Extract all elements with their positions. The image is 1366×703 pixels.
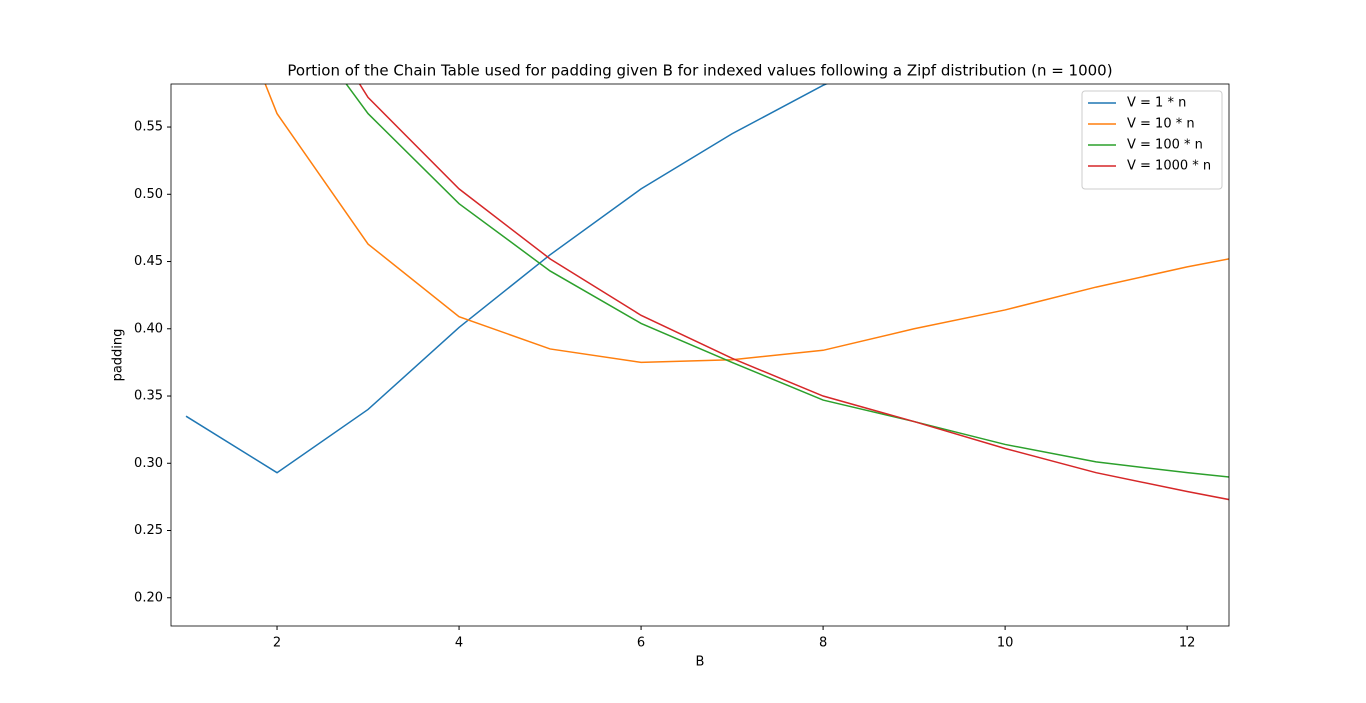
y-tick-label: 0.25 xyxy=(134,523,163,538)
y-tick-label: 0.30 xyxy=(134,456,163,471)
legend-label: V = 10 * n xyxy=(1127,117,1195,132)
chart-title: Portion of the Chain Table used for padd… xyxy=(287,62,1112,80)
series-line xyxy=(264,84,1229,364)
series-line xyxy=(358,84,1229,501)
series-line xyxy=(185,84,829,474)
y-tick-label: 0.50 xyxy=(134,187,163,202)
x-tick-label: 4 xyxy=(455,636,463,651)
legend-label: V = 100 * n xyxy=(1127,138,1203,153)
y-tick-label: 0.55 xyxy=(134,120,163,135)
x-tick-label: 10 xyxy=(997,636,1014,651)
x-tick-label: 6 xyxy=(637,636,645,651)
y-axis-label: padding xyxy=(111,329,126,382)
x-axis-label: B xyxy=(696,655,705,670)
plot-area xyxy=(185,84,1229,501)
x-tick-label: 8 xyxy=(819,636,827,651)
legend-box xyxy=(1081,90,1223,190)
axes-frame xyxy=(170,83,1230,627)
y-tick-label: 0.35 xyxy=(134,389,163,404)
y-tick-label: 0.45 xyxy=(134,254,163,269)
y-tick-label: 0.40 xyxy=(134,321,163,336)
series-line xyxy=(345,84,1229,478)
legend-label: V = 1 * n xyxy=(1127,96,1186,111)
x-tick-label: 2 xyxy=(273,636,281,651)
y-tick-label: 0.20 xyxy=(134,590,163,605)
x-tick-label: 12 xyxy=(1179,636,1196,651)
legend-label: V = 1000 * n xyxy=(1127,159,1211,174)
